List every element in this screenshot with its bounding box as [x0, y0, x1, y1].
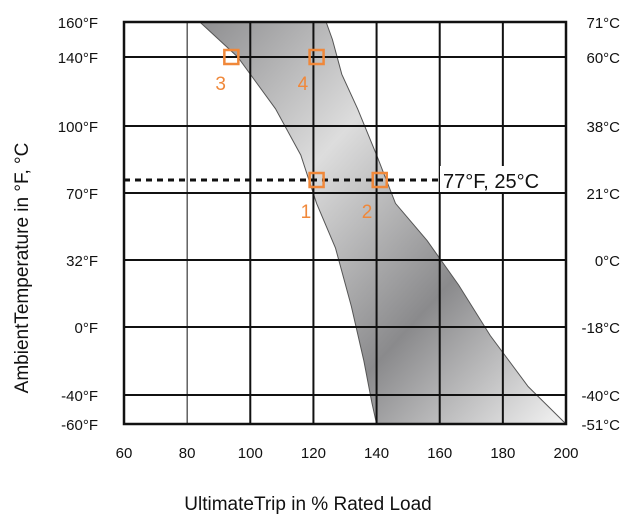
point-marker: [308, 171, 325, 189]
y-tick-label-right: 60°C: [586, 50, 620, 67]
plot-frame: [122, 20, 568, 426]
x-tick-label: 80: [179, 445, 196, 462]
x-tick-label: 180: [490, 445, 515, 462]
y-tick-label-right: 71°C: [586, 15, 620, 32]
x-tick-label: 120: [301, 445, 326, 462]
y-tick-label-left: 32°F: [66, 253, 98, 270]
y-tick-label-left: -60°F: [61, 417, 98, 434]
y-tick-label-left: 160°F: [58, 15, 98, 32]
y-tick-label-right: 0°C: [595, 253, 620, 270]
reference-label: 77°F, 25°C: [443, 171, 539, 193]
point-marker: [223, 48, 240, 66]
point-label: 2: [362, 202, 373, 223]
x-tick-label: 60: [116, 445, 133, 462]
point-label: 3: [215, 74, 226, 95]
point-marker: [371, 171, 388, 189]
point-marker: [308, 48, 325, 66]
y-tick-label-left: 100°F: [58, 119, 98, 136]
y-axis-title: AmbientTemperature in °F, °C: [12, 143, 33, 394]
x-tick-label: 100: [238, 445, 263, 462]
y-tick-label-right: 21°C: [586, 186, 620, 203]
y-tick-label-right: -51°C: [581, 417, 620, 434]
y-tick-label-right: -40°C: [581, 388, 620, 405]
point-label: 4: [298, 74, 309, 95]
reference-label-bg: [440, 166, 546, 192]
x-axis-title: UltimateTrip in % Rated Load: [184, 494, 431, 514]
trip-band-area: [198, 21, 568, 425]
y-tick-label-left: 0°F: [74, 320, 98, 337]
x-tick-label: 200: [553, 445, 578, 462]
x-tick-label: 160: [427, 445, 452, 462]
y-tick-label-left: 70°F: [66, 186, 98, 203]
y-tick-label-right: 38°C: [586, 119, 620, 136]
y-tick-label-right: -18°C: [581, 320, 620, 337]
y-tick-label-left: 140°F: [58, 50, 98, 67]
y-tick-label-left: -40°F: [61, 388, 98, 405]
x-tick-label: 140: [364, 445, 389, 462]
point-label: 1: [301, 202, 312, 223]
